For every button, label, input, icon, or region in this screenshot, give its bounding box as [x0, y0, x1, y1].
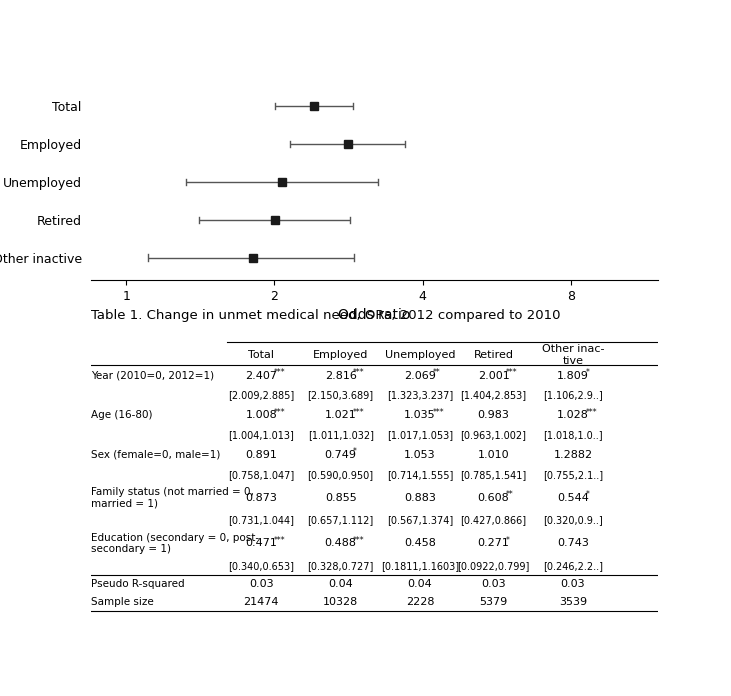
Text: 0.749: 0.749: [325, 450, 357, 460]
Text: 0.743: 0.743: [557, 538, 589, 548]
Text: 0.471: 0.471: [246, 538, 277, 548]
Text: 0.891: 0.891: [246, 450, 277, 460]
Text: 2.407: 2.407: [246, 370, 277, 381]
Text: *: *: [586, 490, 589, 499]
Text: [0.0922,0.799]: [0.0922,0.799]: [458, 561, 530, 571]
Text: 21474: 21474: [243, 597, 279, 607]
Text: [0.657,1.112]: [0.657,1.112]: [308, 516, 374, 525]
Text: ***: ***: [353, 368, 365, 377]
Text: **: **: [506, 490, 514, 499]
Text: *: *: [506, 536, 510, 545]
Text: [0.328,0.727]: [0.328,0.727]: [308, 561, 374, 571]
Text: **: **: [433, 368, 440, 377]
Text: *: *: [353, 448, 357, 457]
Text: 0.855: 0.855: [325, 493, 357, 503]
Text: ***: ***: [353, 408, 365, 417]
Text: ***: ***: [274, 408, 285, 417]
Text: Unemployed: Unemployed: [385, 349, 455, 360]
Text: ***: ***: [433, 408, 444, 417]
Text: ***: ***: [353, 536, 365, 545]
Text: [0.246,2.2..]: [0.246,2.2..]: [543, 561, 603, 571]
Text: [0.590,0.950]: [0.590,0.950]: [308, 470, 374, 480]
Text: ***: ***: [274, 536, 285, 545]
Text: 5379: 5379: [480, 597, 508, 607]
Text: [1.404,2.853]: [1.404,2.853]: [461, 390, 526, 400]
Text: 1.2882: 1.2882: [553, 450, 593, 460]
Text: 0.03: 0.03: [249, 579, 273, 589]
Text: [2.009,2.885]: [2.009,2.885]: [228, 390, 295, 400]
Text: [0.427,0.866]: [0.427,0.866]: [461, 516, 526, 525]
Text: [0.755,2.1..]: [0.755,2.1..]: [543, 470, 603, 480]
Text: ***: ***: [506, 368, 518, 377]
Text: [0.963,1.002]: [0.963,1.002]: [461, 430, 526, 440]
Text: Sample size: Sample size: [91, 597, 154, 607]
Text: ***: ***: [274, 368, 285, 377]
Text: 1.021: 1.021: [325, 410, 357, 420]
Text: 0.544: 0.544: [557, 493, 589, 503]
Text: Total: Total: [249, 349, 274, 360]
Text: 1.035: 1.035: [404, 410, 436, 420]
Text: Education (secondary = 0, post-
secondary = 1): Education (secondary = 0, post- secondar…: [91, 532, 260, 554]
X-axis label: Odds ratio: Odds ratio: [338, 308, 411, 322]
Text: 2.816: 2.816: [325, 370, 357, 381]
Text: [1.011,1.032]: [1.011,1.032]: [308, 430, 374, 440]
Text: Age (16-80): Age (16-80): [91, 410, 153, 420]
Text: 1.008: 1.008: [246, 410, 277, 420]
Text: *: *: [586, 368, 589, 377]
Text: [2.150,3.689]: [2.150,3.689]: [308, 390, 374, 400]
Text: [0.714,1.555]: [0.714,1.555]: [387, 470, 453, 480]
Text: ***: ***: [586, 408, 597, 417]
Text: 10328: 10328: [323, 597, 358, 607]
Text: 0.608: 0.608: [478, 493, 510, 503]
Text: Employed: Employed: [313, 349, 368, 360]
Text: 0.03: 0.03: [561, 579, 586, 589]
Text: Family status (not married = 0,
married = 1): Family status (not married = 0, married …: [91, 487, 254, 509]
Text: [1.017,1.053]: [1.017,1.053]: [387, 430, 453, 440]
Text: 2.069: 2.069: [404, 370, 436, 381]
Text: Other inac-
tive: Other inac- tive: [542, 344, 604, 365]
Text: [1.004,1.013]: [1.004,1.013]: [228, 430, 295, 440]
Text: 2228: 2228: [406, 597, 434, 607]
Text: Table 1. Change in unmet medical need, ORs, 2012 compared to 2010: Table 1. Change in unmet medical need, O…: [91, 309, 561, 322]
Text: 0.873: 0.873: [246, 493, 277, 503]
Text: 1.028: 1.028: [557, 410, 589, 420]
Text: 0.458: 0.458: [404, 538, 436, 548]
Text: [0.785,1.541]: [0.785,1.541]: [461, 470, 527, 480]
Text: [1.106,2.9..]: [1.106,2.9..]: [543, 390, 603, 400]
Text: Sex (female=0, male=1): Sex (female=0, male=1): [91, 450, 221, 460]
Text: Pseudo R-squared: Pseudo R-squared: [91, 579, 185, 589]
Text: [0.340,0.653]: [0.340,0.653]: [228, 561, 295, 571]
Text: [1.323,3.237]: [1.323,3.237]: [387, 390, 453, 400]
Text: 0.04: 0.04: [408, 579, 432, 589]
Text: 1.809: 1.809: [557, 370, 589, 381]
Text: 0.488: 0.488: [325, 538, 357, 548]
Text: [0.1811,1.1603]: [0.1811,1.1603]: [381, 561, 459, 571]
Text: Retired: Retired: [474, 349, 514, 360]
Text: 1.053: 1.053: [404, 450, 436, 460]
Text: 0.883: 0.883: [404, 493, 436, 503]
Text: [1.018,1.0..]: [1.018,1.0..]: [543, 430, 603, 440]
Text: Year (2010=0, 2012=1): Year (2010=0, 2012=1): [91, 370, 214, 381]
Text: 1.010: 1.010: [478, 450, 510, 460]
Text: [0.731,1.044]: [0.731,1.044]: [228, 516, 295, 525]
Text: 3539: 3539: [559, 597, 587, 607]
Text: 0.04: 0.04: [328, 579, 353, 589]
Text: [0.320,0.9..]: [0.320,0.9..]: [543, 516, 603, 525]
Text: 0.03: 0.03: [481, 579, 506, 589]
Text: 2.001: 2.001: [478, 370, 510, 381]
Text: [0.758,1.047]: [0.758,1.047]: [228, 470, 295, 480]
Text: 0.271: 0.271: [477, 538, 510, 548]
Text: [0.567,1.374]: [0.567,1.374]: [387, 516, 453, 525]
Text: 0.983: 0.983: [477, 410, 510, 420]
